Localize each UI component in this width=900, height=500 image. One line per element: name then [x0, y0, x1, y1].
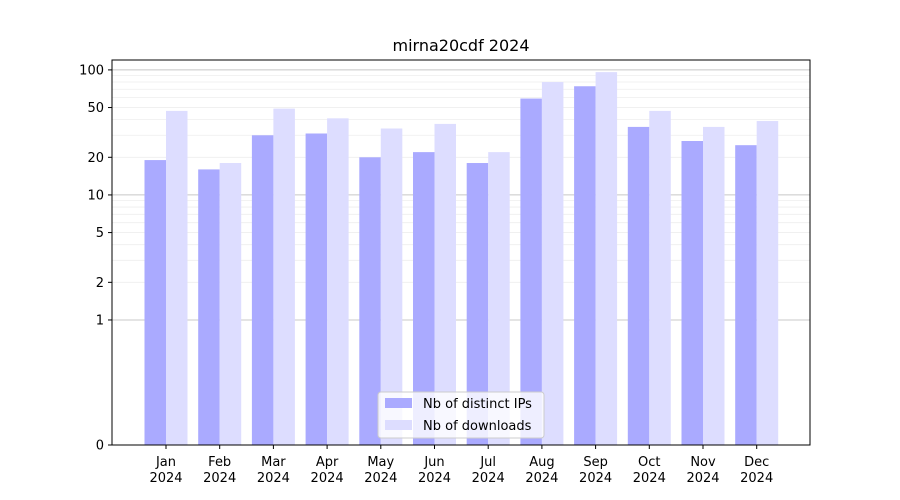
legend-label-distinct-ips: Nb of distinct IPs [423, 397, 532, 412]
x-tick-label: May 2024 [364, 455, 397, 486]
legend: Nb of distinct IPs Nb of downloads [377, 391, 545, 439]
legend-label-downloads: Nb of downloads [423, 419, 532, 434]
legend-box [377, 391, 545, 439]
bar-distinct-ips [251, 135, 274, 445]
bar-downloads [434, 123, 456, 445]
x-tick-label: Nov 2024 [686, 455, 719, 486]
bar-downloads [380, 128, 403, 445]
y-tick-label: 5 [96, 226, 104, 241]
bar-distinct-ips [466, 163, 489, 445]
y-axis: 0 1 2 5 10 20 50 100 [79, 63, 112, 454]
bar-distinct-ips [681, 140, 703, 445]
bar-downloads [488, 152, 510, 445]
x-tick-label: Mar 2024 [257, 455, 290, 486]
bar-distinct-ips [198, 169, 220, 445]
bar-downloads [273, 108, 295, 445]
x-tick-label: Sep 2024 [579, 455, 612, 486]
y-tick-label: 0 [96, 439, 104, 454]
bar-distinct-ips [627, 126, 650, 446]
bar-distinct-ips [413, 152, 435, 445]
legend-swatch-downloads [385, 420, 412, 430]
chart-title: mirna20cdf 2024 [392, 36, 529, 55]
bar-downloads [219, 163, 242, 445]
y-tick-label: 1 [96, 313, 104, 328]
x-tick-label: Aug 2024 [525, 455, 558, 486]
x-tick-label: Oct 2024 [633, 455, 666, 486]
bar-distinct-ips [735, 145, 757, 445]
bar-distinct-ips [520, 98, 542, 446]
y-tick-label: 2 [96, 276, 104, 291]
x-axis: Jan 2024 Feb 2024 Mar 2024 Apr 2024 May 2024 Jun 20… [149, 445, 773, 486]
x-tick-label: Dec 2024 [740, 455, 773, 486]
x-tick-label: Jun 2024 [418, 455, 451, 486]
bar-downloads [649, 110, 671, 445]
y-tick-label: 100 [79, 63, 104, 78]
legend-swatch-distinct-ips [385, 398, 412, 408]
y-tick-label: 20 [87, 151, 104, 166]
bar-downloads [327, 118, 349, 445]
bar-downloads [595, 72, 618, 445]
x-tick-label: Apr 2024 [311, 455, 344, 486]
bar-downloads [703, 126, 725, 446]
y-tick-label: 10 [87, 188, 104, 203]
x-tick-label: Jul 2024 [472, 455, 505, 486]
bar-downloads [166, 110, 188, 445]
bar-distinct-ips [305, 133, 328, 445]
bar-downloads [756, 121, 779, 446]
bar-distinct-ips [359, 157, 381, 445]
x-tick-label: Feb 2024 [203, 455, 236, 486]
bars [144, 72, 779, 446]
bar-distinct-ips [144, 160, 166, 445]
y-tick-label: 50 [87, 101, 104, 116]
bar-distinct-ips [574, 86, 596, 445]
bar-downloads [541, 82, 564, 445]
x-tick-label: Jan 2024 [149, 455, 182, 486]
plot-frame [111, 59, 811, 446]
